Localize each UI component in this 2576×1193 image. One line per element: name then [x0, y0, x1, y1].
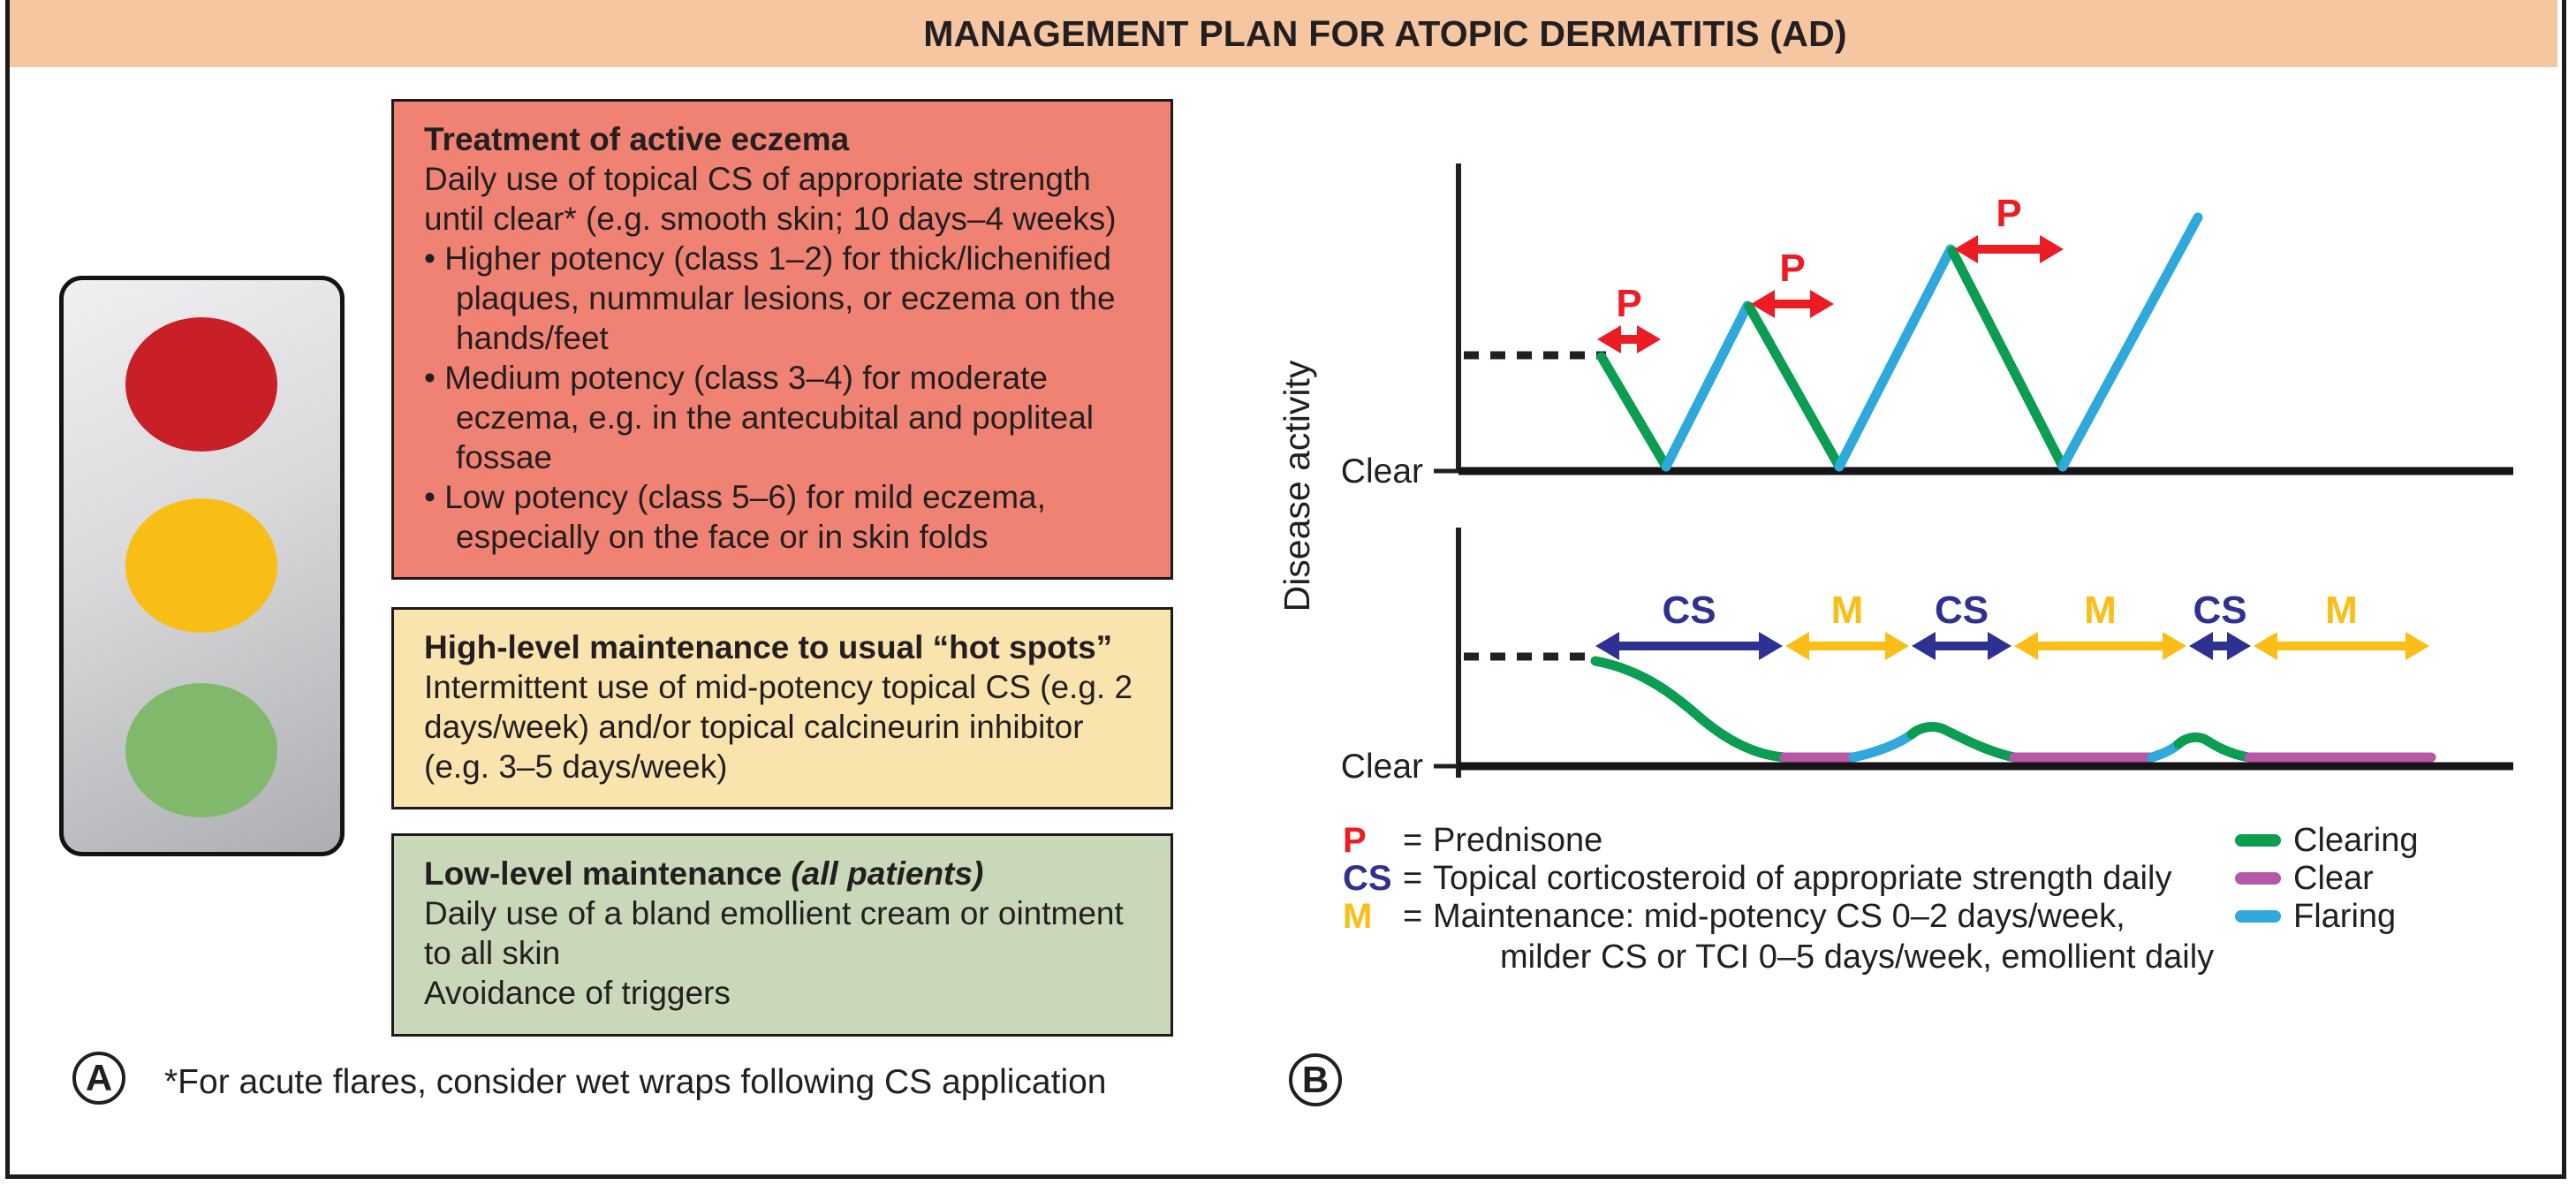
equals-sign: =: [1403, 860, 1423, 897]
arrow-head-right: [2163, 632, 2186, 660]
arrow-label: CS: [2193, 589, 2246, 632]
arrow-label: M: [2325, 589, 2358, 632]
traffic-light-yellow: [125, 498, 277, 633]
active-eczema-heading: Treatment of active eczema: [424, 121, 850, 157]
legend-symbol-cs: CS: [1343, 859, 1392, 898]
arrow-label: P: [1996, 192, 2021, 235]
high-level-maintenance-heading: High-level maintenance to usual “hot spo…: [424, 629, 1113, 665]
panel-a-letter: A: [85, 1057, 113, 1098]
panel-b-label: B: [1289, 1053, 1342, 1106]
chart-bottom: Clear CS M CS M CS M: [1341, 528, 2513, 786]
arrow-head-left: [2189, 632, 2213, 660]
arrow-head-right: [2227, 632, 2251, 660]
traffic-light-red: [125, 317, 277, 452]
arrow-head-left: [1785, 632, 1809, 660]
cs-period-arrow: CS: [1595, 589, 1783, 660]
legend-desc-m-line2: milder CS or TCI 0–5 days/week, emollien…: [1500, 938, 2215, 976]
arrow-head-right: [1759, 632, 1783, 660]
flaring-segment: [1834, 244, 1956, 472]
cs-period-arrow: CS: [1912, 589, 2012, 660]
flaring-segment: [1661, 300, 1753, 472]
clearing-segment: [1590, 656, 1790, 763]
arrow-head-right: [1988, 632, 2012, 660]
clear-label: Clear: [2293, 860, 2374, 897]
low-level-maintenance-text-2: Avoidance of triggers: [424, 975, 731, 1011]
figure-title: MANAGEMENT PLAN FOR ATOPIC DERMATITIS (A…: [923, 12, 1847, 54]
footnote: *For acute flares, consider wet wraps fo…: [164, 1063, 1107, 1101]
title-banner: MANAGEMENT PLAN FOR ATOPIC DERMATITIS (A…: [10, 0, 2557, 67]
panel-a-label: A: [72, 1052, 125, 1105]
clearing-segment: [2173, 733, 2254, 763]
clear-line-swatch: [2235, 872, 2281, 885]
arrow-head-right: [2040, 235, 2064, 263]
clearing-segment: [1744, 301, 1845, 472]
heading-italic-text: (all patients): [791, 855, 984, 892]
m-period-arrow: M: [1785, 589, 1909, 660]
arrow-head-right: [1637, 325, 1661, 353]
flaring-label: Flaring: [2293, 898, 2397, 935]
clear-tick-label: Clear: [1341, 452, 1423, 490]
arrow-label: CS: [1935, 589, 1989, 632]
arrow-label: CS: [1662, 589, 1716, 632]
low-level-maintenance-box: Low-level maintenance (all patients) Dai…: [391, 833, 1173, 1037]
cs-period-arrow: CS: [2189, 589, 2251, 660]
low-level-maintenance-heading: Low-level maintenance (all patients): [424, 854, 1140, 893]
arrow-label: M: [2084, 589, 2117, 632]
arrow-head-left: [2254, 632, 2277, 660]
bullet-medium-potency: Medium potency (class 3–4) for moderate …: [424, 358, 1140, 477]
clear-tick-label: Clear: [1341, 748, 1423, 786]
active-eczema-bullets: Higher potency (class 1–2) for thick/lic…: [424, 239, 1140, 557]
legend-desc-m-line1: Maintenance: mid-potency CS 0–2 days/wee…: [1433, 898, 2125, 935]
arrow-label: P: [1616, 282, 1641, 325]
flaring-segment: [1848, 729, 1917, 763]
traffic-light-green: [125, 683, 277, 817]
legend-symbol-m: M: [1343, 897, 1373, 936]
legend-symbol-p: P: [1343, 821, 1367, 860]
arrow-head-right: [2406, 632, 2429, 660]
bullet-higher-potency: Higher potency (class 1–2) for thick/lic…: [424, 239, 1140, 358]
y-axis-label: Disease activity: [1277, 360, 1317, 612]
equals-sign: =: [1403, 822, 1423, 859]
arrow-head-left: [1595, 632, 1619, 660]
arrow-head-right: [1810, 290, 1834, 318]
clearing-label: Clearing: [2293, 822, 2419, 859]
active-eczema-box: Treatment of active eczema Daily use of …: [391, 99, 1173, 580]
legend-desc-cs: Topical corticosteroid of appropriate st…: [1433, 860, 2172, 897]
traffic-light: [59, 276, 345, 856]
high-level-maintenance-text: Intermittent use of mid-potency topical …: [424, 669, 1133, 785]
clearing-segment: [1596, 352, 1671, 472]
arrow-head-left: [2014, 632, 2038, 660]
clearing-segment: [1906, 722, 2019, 763]
low-level-maintenance-text-1: Daily use of a bland emollient cream or …: [424, 895, 1124, 971]
equals-sign: =: [1403, 898, 1423, 935]
flaring-segment: [2057, 212, 2203, 472]
clearing-line-swatch: [2235, 834, 2281, 847]
active-eczema-text: Daily use of topical CS of appropriate s…: [424, 161, 1117, 237]
arrow-head-left: [1597, 325, 1621, 353]
panel-b-letter: B: [1301, 1059, 1330, 1100]
chart-top: Clear P P P: [1341, 163, 2513, 490]
clearing-segment: [1947, 246, 2068, 472]
legend-desc-prednisone: Prednisone: [1433, 822, 1603, 859]
prednisone-period-arrow: P: [1597, 282, 1661, 353]
m-period-arrow: M: [2014, 589, 2186, 660]
flaring-line-swatch: [2235, 910, 2281, 923]
arrow-label: P: [1779, 247, 1805, 290]
arrow-head-left: [1751, 290, 1775, 318]
arrow-label: M: [1831, 589, 1864, 632]
arrow-head-left: [1912, 632, 1936, 660]
arrow-head-right: [1885, 632, 1909, 660]
m-period-arrow: M: [2254, 589, 2429, 660]
high-level-maintenance-box: High-level maintenance to usual “hot spo…: [391, 607, 1173, 809]
prednisone-period-arrow: P: [1751, 247, 1834, 318]
prednisone-period-arrow: P: [1954, 192, 2064, 263]
bullet-low-potency: Low potency (class 5–6) for mild eczema,…: [424, 477, 1140, 557]
arrow-head-left: [1954, 235, 1978, 263]
heading-text: Low-level maintenance: [424, 855, 792, 892]
